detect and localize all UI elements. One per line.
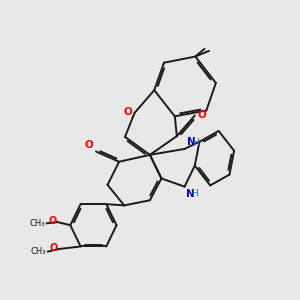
Text: O: O bbox=[50, 243, 58, 253]
Text: O: O bbox=[123, 107, 132, 117]
Text: H: H bbox=[192, 138, 199, 147]
Text: O: O bbox=[85, 140, 94, 150]
Text: N: N bbox=[186, 189, 195, 199]
Text: O: O bbox=[197, 110, 206, 120]
Text: CH₃: CH₃ bbox=[29, 219, 45, 228]
Text: CH₃: CH₃ bbox=[31, 247, 46, 256]
Text: N: N bbox=[187, 137, 196, 147]
Text: O: O bbox=[49, 216, 57, 226]
Text: H: H bbox=[191, 189, 198, 198]
